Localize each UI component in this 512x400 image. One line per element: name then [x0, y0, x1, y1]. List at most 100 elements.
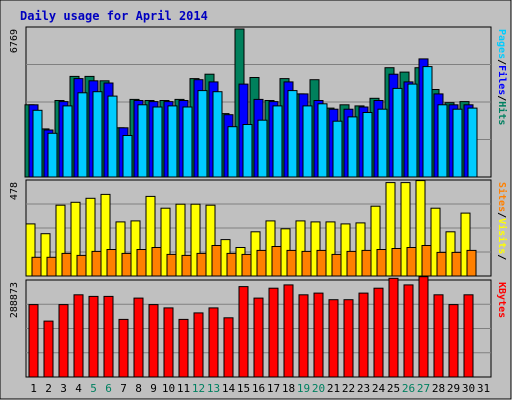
bar-kbytes: [328, 299, 339, 378]
bar-sites: [406, 247, 417, 277]
bar-kbytes: [148, 304, 159, 378]
bar-pages: [77, 92, 88, 178]
bar-kbytes: [88, 295, 99, 378]
x-tick-label: 21: [327, 382, 340, 395]
bar-pages: [407, 83, 418, 178]
x-tick-label: 1: [30, 382, 37, 395]
bar-sites: [211, 245, 222, 277]
bar-sites: [346, 250, 357, 277]
bar-visits: [340, 223, 351, 277]
bar-pages: [257, 119, 268, 178]
bar-pages: [272, 105, 283, 178]
legend-label: /: [496, 59, 507, 65]
x-tick-label: 10: [162, 382, 175, 395]
x-tick-label: 20: [312, 382, 325, 395]
bar-pages: [182, 106, 193, 178]
bar-kbytes: [73, 294, 84, 378]
bar-visits: [385, 182, 396, 277]
chart-title: Daily usage for April 2014: [20, 9, 208, 23]
bar-kbytes: [103, 295, 114, 378]
bar-sites: [151, 247, 162, 277]
bar-sites: [136, 249, 147, 277]
bar-sites: [106, 249, 117, 277]
bar-pages: [242, 124, 253, 178]
panel-legend: KBytes: [496, 282, 507, 318]
bar-visits: [70, 201, 81, 277]
bar-pages: [302, 105, 313, 178]
bar-kbytes: [448, 304, 459, 378]
bar-visits: [310, 221, 321, 277]
panel-legend: Pages/Files/Hits: [496, 29, 508, 125]
bar-sites: [286, 249, 297, 277]
bar-visits: [115, 221, 126, 277]
bar-kbytes: [178, 318, 189, 378]
bar-pages: [362, 112, 373, 178]
x-tick-label: 19: [297, 382, 310, 395]
bar-sites: [181, 254, 192, 277]
bar-visits: [460, 212, 471, 277]
bar-visits: [175, 203, 186, 277]
x-tick-label: 13: [207, 382, 220, 395]
bar-visits: [130, 220, 141, 277]
x-tick-label: 17: [267, 382, 280, 395]
bar-sites: [226, 252, 237, 277]
bar-sites: [46, 256, 57, 277]
bar-kbytes: [43, 320, 54, 378]
bar-pages: [377, 108, 388, 178]
bar-visits: [100, 193, 111, 277]
bar-pages: [47, 132, 58, 178]
bar-kbytes: [463, 294, 474, 378]
bar-visits: [145, 195, 156, 277]
x-tick-label: 29: [447, 382, 460, 395]
bar-sites: [76, 254, 87, 277]
x-tick-label: 25: [387, 382, 400, 395]
bar-sites: [301, 250, 312, 277]
x-tick-label: 9: [150, 382, 157, 395]
bar-kbytes: [208, 307, 219, 378]
bar-pages: [452, 108, 463, 178]
bar-pages: [317, 103, 328, 178]
legend-label: /: [496, 254, 507, 260]
bar-visits: [25, 223, 36, 277]
bar-kbytes: [358, 292, 369, 378]
bar-visits: [40, 233, 51, 277]
bar-sites: [61, 252, 72, 277]
x-tick-label: 2: [45, 382, 52, 395]
panel-max-label: 288873: [9, 282, 20, 318]
panel-legend: Sites/Visits/: [496, 182, 508, 260]
legend-label: KBytes: [496, 282, 507, 318]
bar-visits: [400, 182, 411, 277]
bar-visits: [55, 204, 66, 277]
bar-pages: [62, 105, 73, 178]
bar-kbytes: [403, 284, 414, 378]
bar-sites: [91, 250, 102, 277]
panel-max-label: 6769: [9, 29, 20, 53]
series-pages: [32, 66, 478, 178]
legend-label: Visits: [496, 218, 508, 254]
x-tick-label: 4: [75, 382, 82, 395]
bar-sites: [331, 253, 342, 277]
bar-kbytes: [373, 287, 384, 378]
x-tick-label: 12: [192, 382, 205, 395]
bar-visits: [190, 203, 201, 277]
panel-hits_files_pages: 6769 Pages/Files/Hits: [9, 26, 508, 178]
legend-label: /: [496, 95, 507, 101]
bar-kbytes: [28, 304, 39, 378]
bar-pages: [287, 90, 298, 178]
bar-sites: [271, 246, 282, 277]
bar-visits: [205, 204, 216, 277]
bar-pages: [167, 105, 178, 178]
x-tick-label: 30: [462, 382, 475, 395]
bar-visits: [160, 207, 171, 277]
x-tick-label: 28: [432, 382, 445, 395]
bar-pages: [212, 91, 223, 178]
x-tick-label: 26: [402, 382, 415, 395]
bar-pages: [467, 107, 478, 178]
bar-visits: [415, 180, 426, 277]
bar-visits: [370, 205, 381, 277]
x-tick-label: 23: [357, 382, 370, 395]
legend-label: Files: [496, 65, 508, 95]
bar-sites: [31, 256, 42, 277]
bar-kbytes: [193, 312, 204, 378]
